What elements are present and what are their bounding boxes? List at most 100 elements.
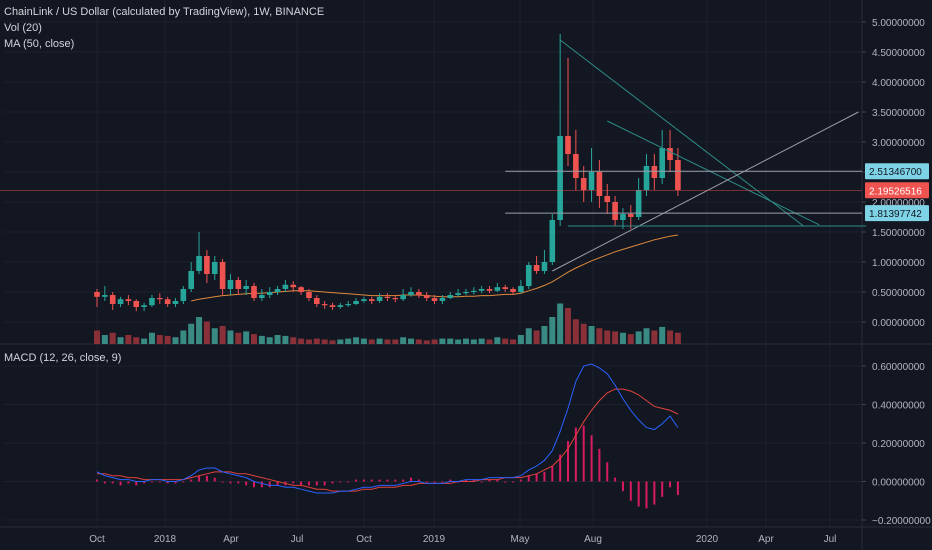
volume-bar xyxy=(596,328,603,344)
volume-bar xyxy=(117,337,124,344)
candle-body xyxy=(337,305,344,307)
candle xyxy=(219,259,226,295)
candle xyxy=(282,280,289,292)
macd-histogram-bar xyxy=(582,425,585,482)
macd-histogram-bar xyxy=(551,466,554,482)
candle xyxy=(416,289,422,298)
candle xyxy=(141,302,147,312)
candle-body xyxy=(219,262,226,289)
macd-histogram-bar xyxy=(347,481,350,483)
candle xyxy=(117,296,124,307)
macd-histogram-bar xyxy=(519,479,522,482)
candle-body xyxy=(243,286,249,289)
candle-body xyxy=(651,166,658,178)
price-tick-label: 0.00000000 xyxy=(872,318,925,329)
candle-body xyxy=(384,296,391,298)
candle-body xyxy=(675,160,681,190)
volume-bar xyxy=(360,338,367,344)
macd-histogram-bar xyxy=(653,481,656,505)
macd-histogram-bar xyxy=(143,481,146,484)
candle-body xyxy=(604,196,611,202)
candle-body xyxy=(533,265,540,271)
volume-bar xyxy=(408,338,414,344)
candle-body xyxy=(628,214,634,217)
candle xyxy=(235,277,242,295)
candle-body xyxy=(125,299,132,301)
candle xyxy=(321,301,328,309)
candle xyxy=(376,293,383,303)
macd-histogram-bar xyxy=(127,481,130,484)
volume-bar xyxy=(462,338,469,344)
volume-bar xyxy=(392,339,399,344)
candle xyxy=(243,280,249,295)
macd-histogram-bar xyxy=(559,454,562,482)
macd-histogram-bar xyxy=(496,479,499,482)
macd-histogram-bar xyxy=(606,462,609,482)
volume-bar xyxy=(305,339,312,344)
candle xyxy=(337,302,344,309)
candle-body xyxy=(196,256,202,271)
macd-histogram-bar xyxy=(174,481,177,484)
candle xyxy=(447,292,454,300)
volume-bar xyxy=(478,338,485,344)
candle xyxy=(557,34,563,226)
candle xyxy=(227,274,234,295)
candle xyxy=(133,299,140,312)
candle-body xyxy=(423,295,430,298)
volume-bar xyxy=(353,337,360,344)
trendline xyxy=(552,111,859,272)
volume-bar xyxy=(211,328,218,344)
candlesticks xyxy=(94,34,681,312)
time-tick-label: 2018 xyxy=(154,534,177,545)
volume-legend: Vol (20) xyxy=(4,22,42,34)
drawing-lines[interactable] xyxy=(0,39,867,272)
candle-body xyxy=(102,295,108,297)
volume-bars xyxy=(94,303,681,344)
volume-bar xyxy=(494,337,501,344)
candle xyxy=(172,298,179,307)
candle-body xyxy=(172,301,179,304)
trendline xyxy=(559,39,804,227)
candle xyxy=(533,256,540,274)
macd-histogram-bar xyxy=(119,481,122,486)
macd-histogram-bar xyxy=(229,481,232,484)
time-tick-label: 2020 xyxy=(696,534,719,545)
macd-pane xyxy=(96,363,679,509)
candle-body xyxy=(502,287,508,289)
candle-body xyxy=(525,265,532,286)
candle xyxy=(361,296,367,303)
volume-bar xyxy=(329,340,336,344)
candle-body xyxy=(635,190,642,217)
volume-bar xyxy=(156,335,163,344)
volume-bar xyxy=(525,328,532,344)
macd-histogram-bar xyxy=(315,481,318,486)
candle-body xyxy=(164,299,171,304)
volume-bar xyxy=(580,323,587,344)
macd-histogram-bar xyxy=(567,441,569,482)
candle xyxy=(439,295,446,304)
volume-bar xyxy=(447,338,454,344)
candle xyxy=(274,286,281,295)
macd-legend: MACD (12, 26, close, 9) xyxy=(4,352,122,364)
price-tag-bg xyxy=(865,182,929,199)
volume-bar xyxy=(337,339,344,344)
volume-bar xyxy=(439,338,446,344)
macd-histogram-bar xyxy=(417,479,420,482)
price-tick-label: 1.00000000 xyxy=(872,258,925,269)
price-tag-label: 2.51346700 xyxy=(869,167,922,178)
candle-body xyxy=(455,293,461,295)
volume-bar xyxy=(517,335,524,344)
candle-body xyxy=(510,289,516,292)
candle xyxy=(455,289,461,297)
candle-body xyxy=(376,296,383,301)
macd-histogram-bar xyxy=(488,479,491,482)
candle xyxy=(266,287,273,298)
price-tick-label: 5.00000000 xyxy=(872,18,925,29)
candle xyxy=(251,283,257,301)
candle-body xyxy=(431,298,438,301)
candle xyxy=(211,256,218,280)
candle xyxy=(329,302,336,310)
price-tick-label: 0.50000000 xyxy=(872,288,925,299)
candle xyxy=(102,286,108,301)
